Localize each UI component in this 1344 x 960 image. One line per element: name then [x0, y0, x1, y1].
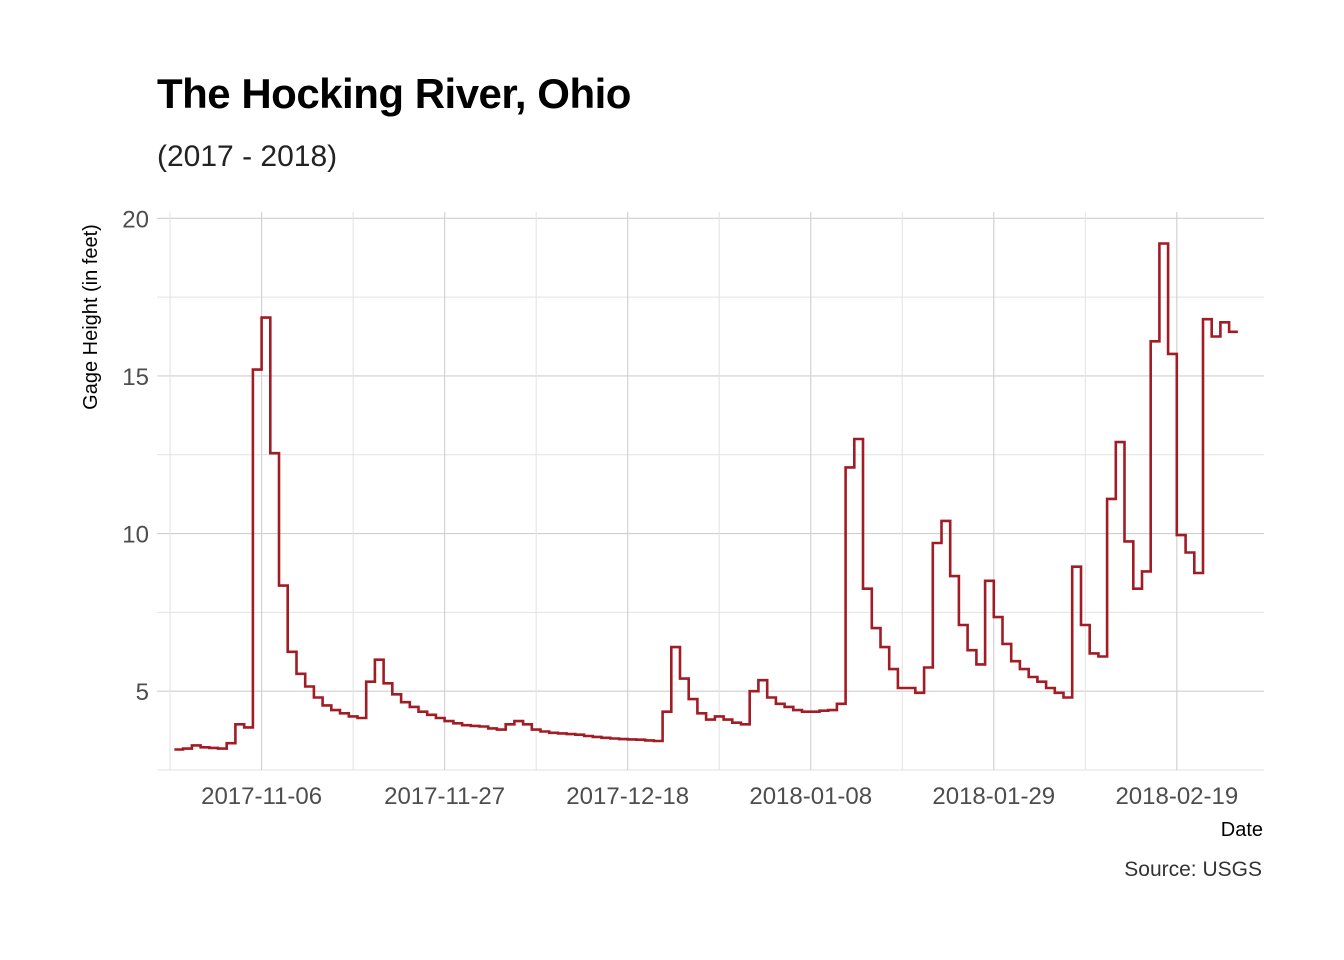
x-tick-label: 2017-12-18 [566, 783, 689, 810]
chart-subtitle: (2017 - 2018) [157, 140, 338, 173]
gage-height-line [174, 242, 1238, 751]
y-tick-label: 15 [122, 364, 149, 391]
series-layer [174, 242, 1238, 751]
y-tick-label: 10 [122, 522, 149, 549]
y-axis: 5 10 15 20 [122, 206, 149, 706]
x-axis-title: Date [1221, 819, 1263, 841]
chart-title: The Hocking River, Ohio [157, 70, 631, 117]
y-tick-label: 5 [136, 679, 149, 706]
x-tick-label: 2017-11-06 [201, 783, 322, 810]
x-axis: 2017-11-06 2017-11-27 2017-12-18 2018-01-08… [201, 783, 1238, 810]
x-tick-label: 2018-01-29 [932, 783, 1055, 810]
grid [157, 212, 1264, 771]
x-tick-label: 2017-11-27 [384, 783, 505, 810]
chart-caption: Source: USGS [1124, 858, 1262, 881]
x-tick-label: 2018-01-08 [749, 783, 872, 810]
x-tick-label: 2018-02-19 [1115, 783, 1238, 810]
y-tick-label: 20 [122, 206, 149, 233]
y-axis-title: Gage Height (in feet) [80, 224, 102, 410]
